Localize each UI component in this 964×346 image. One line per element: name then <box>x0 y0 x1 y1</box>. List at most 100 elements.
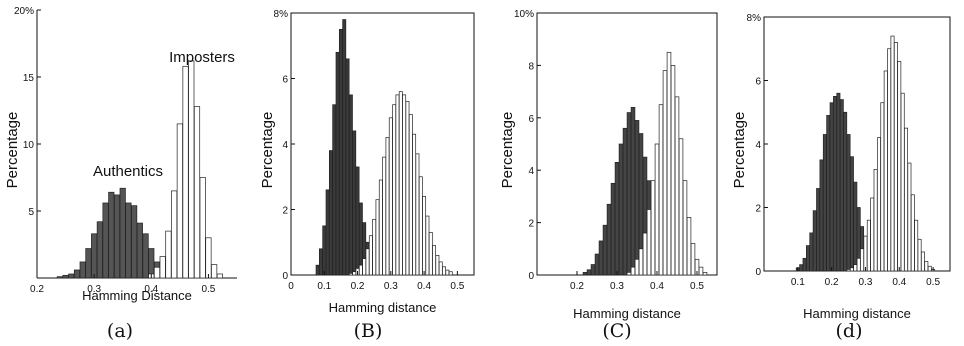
imposter-bar <box>897 61 902 272</box>
authentic-bar <box>626 112 632 276</box>
x-tick-label: 0.3 <box>610 281 624 292</box>
authentic-bar <box>634 120 640 276</box>
imposter-bar <box>171 190 178 279</box>
y-tick-label: 0 <box>282 271 288 282</box>
authentic-bar <box>594 253 600 276</box>
imposter-bar <box>670 65 676 276</box>
imposter-bar <box>920 251 925 272</box>
y-tick-label: 8% <box>274 9 289 20</box>
imposter-bar <box>193 106 201 279</box>
y-tick-label: 2 <box>528 219 534 230</box>
authentic-bar <box>618 143 624 276</box>
imposter-bar <box>388 117 393 276</box>
authentic-bar <box>91 233 98 279</box>
y-tick-label: 2 <box>755 204 761 215</box>
imposter-bar <box>853 264 858 272</box>
imposter-bar <box>634 258 640 276</box>
imposter-bar <box>422 196 427 276</box>
authentic-bar <box>799 264 804 272</box>
y-tick-label: 5 <box>28 207 34 218</box>
imposter-bar <box>418 176 423 276</box>
panel-caption: (a) <box>107 320 133 342</box>
imposter-bar <box>392 104 397 276</box>
panel-caption: (B) <box>354 320 383 342</box>
imposter-bar <box>438 261 443 276</box>
authentic-bar <box>836 92 841 272</box>
authentic-bar <box>582 272 588 276</box>
imposter-bar <box>348 273 353 276</box>
imposter-bar <box>448 271 453 276</box>
imposter-bar <box>435 255 440 276</box>
y-tick-label: 4 <box>528 166 534 177</box>
y-tick-label: 0 <box>528 271 534 282</box>
authentic-bar <box>630 106 636 276</box>
imposter-bar <box>654 143 660 276</box>
imposter-bar <box>415 153 420 276</box>
authentic-bar <box>822 134 827 272</box>
imposter-bar <box>686 217 692 276</box>
authentic-bar <box>131 205 138 279</box>
imposter-bar <box>428 232 433 276</box>
imposter-bar <box>678 138 684 276</box>
authentic-bar <box>335 51 340 276</box>
authentic-bar <box>322 225 327 276</box>
imposter-bar <box>887 48 892 272</box>
y-tick-label: 8 <box>528 61 534 72</box>
authentic-bar <box>68 273 75 279</box>
authentic-bar <box>56 276 63 279</box>
authentic-bar <box>809 232 814 272</box>
imposter-bar <box>860 248 865 272</box>
imposter-bar <box>638 248 644 276</box>
imposter-bar <box>432 245 437 276</box>
imposter-bar <box>365 248 370 276</box>
authentic-bar <box>102 202 109 279</box>
authentic-bar <box>338 29 343 276</box>
authentic-bar <box>610 182 616 276</box>
x-tick-label: 0.4 <box>650 281 664 292</box>
imposter-bar <box>199 177 206 279</box>
imposter-bar <box>630 266 636 276</box>
authentic-bar <box>96 221 103 279</box>
imposter-bar <box>883 70 888 272</box>
imposter-bar <box>412 133 417 276</box>
y-axis-title: Percentage <box>499 112 516 189</box>
x-tick-label: 0.4 <box>144 284 158 295</box>
authentic-bar <box>598 240 604 276</box>
imposter-bar <box>666 51 672 276</box>
authentic-bar <box>125 202 132 279</box>
imposter-bar <box>382 156 387 276</box>
imposter-bar <box>159 256 166 279</box>
y-tick-label: 4 <box>755 140 761 151</box>
x-tick-label: 0.3 <box>87 284 101 295</box>
y-tick-label: 8% <box>747 13 762 24</box>
histogram-panel-d: 0.1 0.2 0.3 0.4 0.5 0 2 4 6 8% Hamming distance Per… <box>731 13 951 342</box>
imposter-bar <box>402 94 407 276</box>
authentic-bar <box>352 130 357 276</box>
imposter-bar <box>914 219 919 272</box>
imposter-bar <box>880 102 885 272</box>
authentic-bar <box>606 203 612 276</box>
imposter-bar <box>863 235 868 272</box>
authentic-bar <box>79 261 86 279</box>
y-axis-title: Percentage <box>4 112 21 189</box>
x-tick-label: 0.5 <box>926 277 940 288</box>
imposter-bar <box>924 261 929 272</box>
imposter-bar <box>205 237 212 279</box>
authentic-bar <box>843 111 848 272</box>
x-axis-title: Hamming distance <box>573 306 681 321</box>
authentic-bar <box>802 257 807 272</box>
imposter-bar <box>893 42 898 272</box>
imposter-bar <box>698 266 704 276</box>
imposter-bar <box>846 269 851 272</box>
imposter-bar <box>682 180 688 276</box>
imposter-bar <box>674 96 680 276</box>
authentic-bar <box>136 222 143 279</box>
y-tick-label: 6 <box>755 77 761 88</box>
imposter-bar <box>188 60 195 279</box>
x-axis-title: Hamming distance <box>803 306 911 321</box>
imposter-bar <box>153 266 161 279</box>
authentic-bar <box>315 264 320 276</box>
authentic-bar <box>812 210 817 272</box>
imposter-bar <box>856 257 861 272</box>
imposter-bar <box>385 137 390 276</box>
